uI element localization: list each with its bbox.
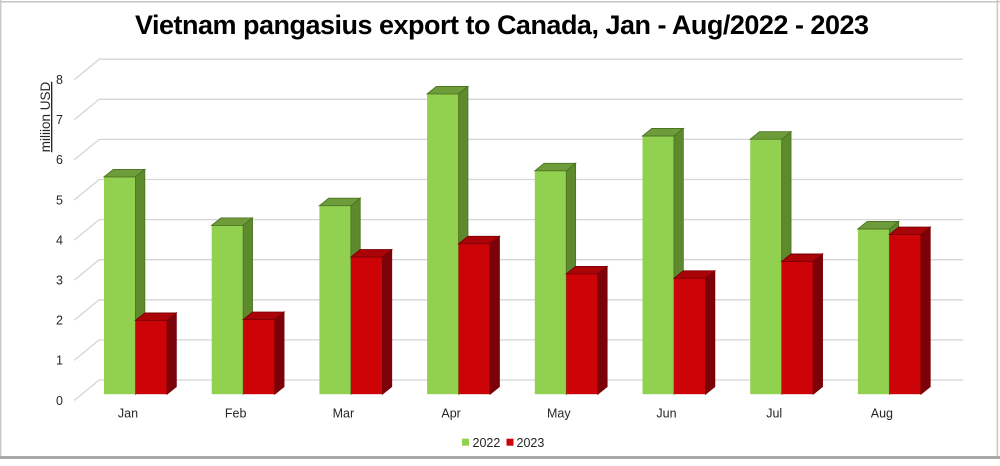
svg-text:7: 7 xyxy=(56,113,63,127)
svg-text:2023: 2023 xyxy=(517,436,545,450)
svg-text:3: 3 xyxy=(56,274,63,288)
svg-text:Vietnam pangasius export to Ca: Vietnam pangasius export to Canada, Jan … xyxy=(135,10,869,40)
svg-text:Jun: Jun xyxy=(656,406,676,420)
svg-text:Apr: Apr xyxy=(441,406,460,420)
svg-text:Aug: Aug xyxy=(871,406,893,420)
svg-text:Mar: Mar xyxy=(333,406,355,420)
svg-text:Jul: Jul xyxy=(766,406,782,420)
svg-text:2: 2 xyxy=(56,314,63,328)
svg-text:1: 1 xyxy=(56,354,63,368)
svg-text:May: May xyxy=(547,406,571,420)
svg-text:Jan: Jan xyxy=(118,406,138,420)
svg-text:5: 5 xyxy=(56,193,63,207)
svg-text:0: 0 xyxy=(56,394,63,408)
svg-text:4: 4 xyxy=(56,233,63,247)
svg-text:Feb: Feb xyxy=(225,406,247,420)
svg-text:8: 8 xyxy=(56,73,63,87)
svg-text:6: 6 xyxy=(56,153,63,167)
svg-text:2022: 2022 xyxy=(473,436,501,450)
svg-text:miliion USD: miliion USD xyxy=(38,81,53,152)
